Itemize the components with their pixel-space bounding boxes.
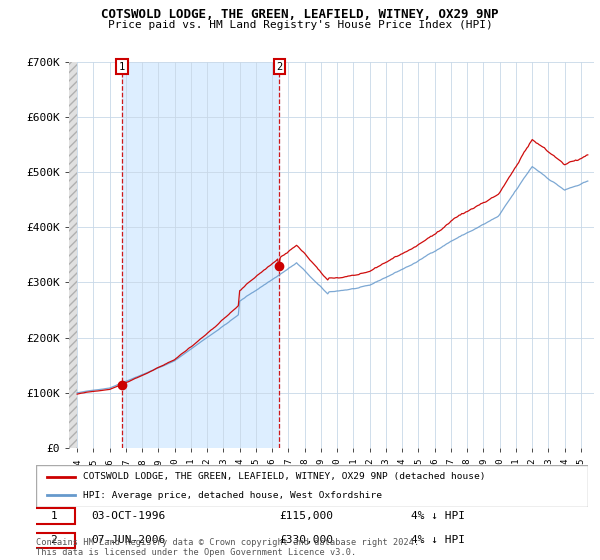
Text: HPI: Average price, detached house, West Oxfordshire: HPI: Average price, detached house, West… — [83, 491, 382, 500]
Text: £330,000: £330,000 — [279, 535, 333, 545]
Text: £115,000: £115,000 — [279, 511, 333, 521]
FancyBboxPatch shape — [36, 465, 588, 507]
Text: 4% ↓ HPI: 4% ↓ HPI — [412, 511, 466, 521]
Text: COTSWOLD LODGE, THE GREEN, LEAFIELD, WITNEY, OX29 9NP (detached house): COTSWOLD LODGE, THE GREEN, LEAFIELD, WIT… — [83, 472, 485, 481]
Bar — [69, 62, 77, 448]
Text: COTSWOLD LODGE, THE GREEN, LEAFIELD, WITNEY, OX29 9NP: COTSWOLD LODGE, THE GREEN, LEAFIELD, WIT… — [101, 8, 499, 21]
Text: Price paid vs. HM Land Registry's House Price Index (HPI): Price paid vs. HM Land Registry's House … — [107, 20, 493, 30]
Text: 2: 2 — [50, 535, 57, 545]
Bar — [122, 62, 280, 448]
Text: 1: 1 — [119, 62, 125, 72]
Text: 1: 1 — [50, 511, 57, 521]
Text: 2: 2 — [276, 62, 283, 72]
Text: 4% ↓ HPI: 4% ↓ HPI — [412, 535, 466, 545]
Text: Contains HM Land Registry data © Crown copyright and database right 2024.
This d: Contains HM Land Registry data © Crown c… — [36, 538, 419, 557]
FancyBboxPatch shape — [33, 508, 74, 524]
FancyBboxPatch shape — [33, 533, 74, 548]
Text: 03-OCT-1996: 03-OCT-1996 — [91, 511, 166, 521]
Text: 07-JUN-2006: 07-JUN-2006 — [91, 535, 166, 545]
